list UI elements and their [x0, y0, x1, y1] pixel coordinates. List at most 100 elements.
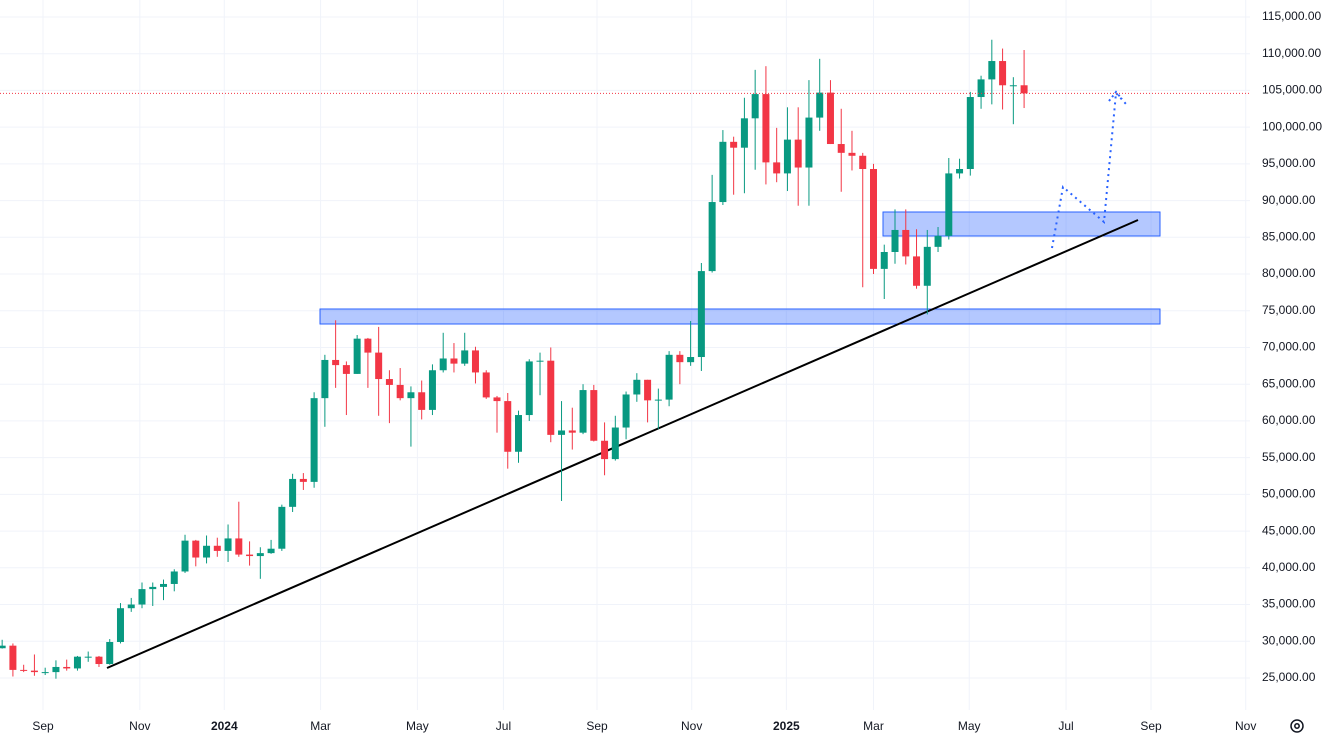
- candle-body: [9, 645, 17, 670]
- candle-body: [332, 359, 340, 366]
- candle-body: [289, 478, 297, 507]
- candle-body: [547, 360, 555, 435]
- y-tick-label: 80,000.00: [1262, 266, 1316, 280]
- x-tick-label: Jul: [496, 719, 511, 733]
- candle-body: [246, 554, 254, 557]
- candle-body: [515, 415, 523, 452]
- candle-body: [353, 338, 361, 374]
- candle-body: [622, 394, 630, 428]
- x-tick-label: Mar: [863, 719, 884, 733]
- candle-body: [203, 545, 211, 558]
- candle-body: [192, 540, 200, 558]
- candle-body: [41, 672, 49, 674]
- candle-body: [687, 357, 695, 363]
- y-tick-label: 65,000.00: [1262, 376, 1316, 390]
- y-tick-label: 25,000.00: [1262, 670, 1316, 684]
- y-tick-label: 95,000.00: [1262, 156, 1316, 170]
- candle-body: [1009, 85, 1017, 87]
- candle-body: [116, 608, 124, 642]
- x-tick-label: Nov: [129, 719, 150, 733]
- candle-body: [945, 173, 953, 236]
- x-tick-label: 2025: [773, 719, 800, 733]
- candle-body: [601, 440, 609, 460]
- candle-body: [966, 97, 974, 169]
- candle-body: [106, 641, 114, 665]
- grid: [0, 0, 1250, 710]
- x-tick-label: Nov: [681, 719, 702, 733]
- candle-body: [773, 162, 781, 174]
- candle-body: [385, 379, 393, 385]
- candle-body: [364, 338, 372, 353]
- y-tick-label: 30,000.00: [1262, 633, 1316, 647]
- candle-body: [127, 604, 135, 609]
- candle-body: [84, 656, 92, 658]
- candle-body: [837, 144, 845, 153]
- candle-body: [342, 365, 350, 374]
- candle-body: [0, 645, 6, 649]
- candle-body: [923, 246, 931, 286]
- candle-body: [816, 92, 824, 118]
- candle-body: [633, 379, 641, 395]
- candle-body: [902, 229, 910, 257]
- x-tick-label: Jul: [1058, 719, 1073, 733]
- y-tick-label: 55,000.00: [1262, 450, 1316, 464]
- x-tick-label: May: [958, 719, 981, 733]
- candle-body: [654, 399, 662, 401]
- candle-body: [493, 397, 501, 402]
- settings-gear-center[interactable]: [1294, 723, 1300, 729]
- candle-body: [213, 545, 221, 551]
- candle-body: [579, 390, 587, 433]
- candle-body: [20, 669, 28, 671]
- candle-body: [149, 586, 157, 590]
- trend-line: [106, 219, 1139, 669]
- candle-body: [267, 548, 275, 554]
- candle-body: [977, 79, 985, 98]
- candle-body: [224, 538, 232, 551]
- settings-icon[interactable]: [1290, 719, 1304, 733]
- y-tick-label: 70,000.00: [1262, 340, 1316, 354]
- candle-body: [676, 354, 684, 363]
- candle-body: [751, 94, 759, 119]
- candle-body: [999, 61, 1007, 86]
- candle-body: [848, 152, 856, 156]
- x-tick-label: 2024: [211, 719, 238, 733]
- projection-arrow: [1108, 90, 1123, 102]
- candle-body: [869, 168, 877, 269]
- candle-body: [611, 427, 619, 460]
- candle-body: [913, 256, 921, 286]
- axes: 115,000.00 110,000.00 105,000.00 100,000.00…: [32, 9, 1322, 733]
- candle-body: [95, 656, 103, 665]
- projection-path: [1051, 90, 1127, 249]
- candle-body: [730, 141, 738, 148]
- x-tick-label: Nov: [1235, 719, 1256, 733]
- x-tick-label: Sep: [32, 719, 54, 733]
- candle-body: [590, 390, 598, 441]
- y-tick-label: 35,000.00: [1262, 597, 1316, 611]
- y-tick-label: 90,000.00: [1262, 193, 1316, 207]
- candle-body: [708, 202, 716, 272]
- y-tick-label: 85,000.00: [1262, 229, 1316, 243]
- settings-gear[interactable]: [1290, 719, 1304, 733]
- candle-body: [461, 350, 469, 364]
- support-zone: [319, 308, 1161, 325]
- y-tick-label: 115,000.00: [1262, 9, 1321, 23]
- candle-body: [644, 379, 652, 401]
- candle-body: [1020, 85, 1028, 94]
- candle-body: [396, 384, 404, 399]
- candle-body: [321, 359, 329, 399]
- candle-body: [299, 478, 307, 482]
- candle-body: [181, 540, 189, 572]
- candle-body: [805, 117, 813, 168]
- candle-body: [30, 670, 38, 673]
- y-tick-label: 105,000.00: [1262, 83, 1322, 97]
- candle-body: [568, 430, 576, 433]
- candle-body: [439, 358, 447, 371]
- candle-body: [697, 271, 705, 358]
- candle-body: [471, 350, 479, 373]
- candle-body: [956, 168, 964, 174]
- candle-body: [719, 141, 727, 203]
- candle-body: [665, 354, 673, 400]
- candle-body: [859, 155, 867, 169]
- candle-body: [170, 571, 178, 584]
